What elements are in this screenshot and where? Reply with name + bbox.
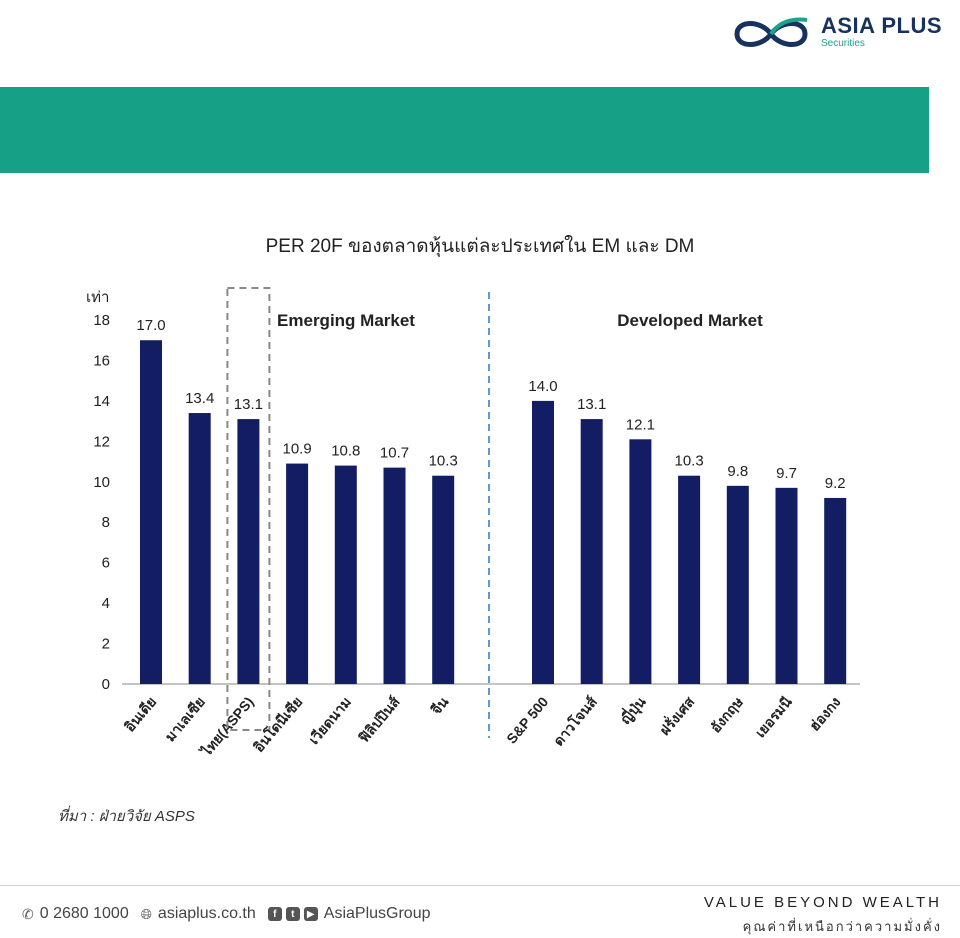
highlight-box — [226, 287, 271, 731]
globe-icon: 🌐︎ — [140, 905, 152, 922]
bar — [678, 475, 701, 684]
x-tick-label: อินโดนีเซีย — [249, 693, 305, 755]
brand-name: ASIA PLUS — [820, 13, 942, 38]
y-tick-label: 0 — [102, 676, 110, 693]
infinity-logo-icon — [734, 17, 808, 47]
bar-chart-svg: PER 20F ของตลาดหุ้นแต่ละประเทศใน EM และ … — [86, 235, 860, 761]
x-tick-label: มาเลเซีย — [162, 694, 208, 745]
phone-number: 0 2680 1000 — [39, 905, 129, 922]
facebook-icon: f — [267, 907, 282, 921]
footer-contact: ✆ 0 2680 1000 🌐︎ asiaplus.co.th f t ▶ As… — [22, 905, 430, 923]
data-label: 10.3 — [429, 453, 458, 470]
x-tick-label: เยอรมนี — [752, 693, 795, 740]
y-tick-label: 6 — [102, 555, 110, 572]
footer-divider — [0, 885, 960, 886]
x-tick-label: เวียดนาม — [305, 694, 354, 748]
data-label: 14.0 — [528, 378, 557, 395]
social-handle: AsiaPlusGroup — [323, 905, 431, 922]
bar — [286, 463, 309, 684]
website-text: asiaplus.co.th — [157, 905, 256, 922]
bar — [432, 475, 455, 684]
phone-item[interactable]: ✆ 0 2680 1000 — [22, 905, 129, 923]
bar — [726, 485, 749, 684]
y-tick-label: 2 — [102, 636, 110, 653]
y-tick-label: 16 — [93, 352, 110, 369]
tagline-en: VALUE BEYOND WEALTH — [703, 894, 942, 911]
footer-tagline: VALUE BEYOND WEALTH คุณค่าที่เหนือกว่าคว… — [704, 894, 942, 937]
x-tick-label: ฮ่องกง — [806, 694, 843, 734]
data-label: 17.0 — [136, 317, 165, 334]
bar — [629, 439, 652, 684]
x-tick-label: ญี่ปุ่น — [615, 692, 649, 728]
bar — [383, 467, 406, 684]
bar — [140, 340, 162, 684]
x-tick-label: อินเดีย — [121, 694, 159, 735]
x-tick-label: ฝรั่งเศส — [655, 692, 698, 738]
bar — [775, 487, 798, 684]
bar — [188, 413, 211, 684]
bar — [237, 419, 260, 684]
data-label: 9.7 — [776, 465, 797, 482]
header-band — [0, 87, 929, 173]
bar — [334, 465, 357, 684]
y-tick-label: 12 — [93, 433, 110, 450]
twitter-icon: t — [285, 907, 300, 921]
data-label: 13.4 — [185, 390, 214, 407]
bar — [824, 497, 847, 684]
data-label: 13.1 — [234, 396, 263, 413]
per-chart: PER 20F ของตลาดหุ้นแต่ละประเทศใน EM และ … — [0, 210, 960, 810]
y-axis-label: เท่า — [86, 289, 109, 306]
bar — [532, 400, 554, 684]
x-tick-label: อังกฤษ — [707, 694, 746, 736]
chart-title: PER 20F ของตลาดหุ้นแต่ละประเทศใน EM และ … — [266, 235, 695, 258]
data-label: 10.8 — [331, 443, 360, 460]
phone-icon: ✆ — [22, 905, 34, 922]
tagline-th: คุณค่าที่เหนือกว่าความมั่งคั่ง — [742, 919, 942, 934]
y-tick-label: 4 — [102, 595, 110, 612]
x-tick-label: ฟิลิปปินส์ — [355, 693, 403, 746]
data-label: 9.8 — [727, 463, 748, 480]
website-link[interactable]: 🌐︎ asiaplus.co.th — [141, 905, 256, 923]
data-label: 13.1 — [577, 396, 606, 413]
x-tick-label: ดาวโจนส์ — [549, 693, 600, 749]
data-label: 10.9 — [282, 441, 311, 458]
y-tick-label: 8 — [102, 514, 110, 531]
data-label: 12.1 — [626, 416, 655, 433]
youtube-icon: ▶ — [303, 907, 318, 921]
y-tick-label: 18 — [93, 312, 110, 329]
y-tick-label: 10 — [93, 474, 110, 491]
group-label: Developed Market — [617, 311, 763, 330]
data-label: 10.7 — [380, 445, 409, 462]
social-link[interactable]: f t ▶ AsiaPlusGroup — [267, 905, 431, 923]
data-label: 9.2 — [825, 475, 846, 492]
data-label: 10.3 — [674, 453, 703, 470]
brand-subtitle: Securities — [820, 38, 865, 49]
y-tick-label: 14 — [93, 393, 110, 410]
source-note: ที่มา : ฝ่ายวิจัย ASPS — [58, 808, 195, 825]
x-tick-label: จีน — [427, 693, 451, 718]
brand-logo: ASIA PLUS Securities — [727, 10, 942, 54]
bar — [580, 419, 603, 684]
x-tick-label: S&P 500 — [503, 693, 551, 746]
group-label: Emerging Market — [277, 311, 415, 330]
